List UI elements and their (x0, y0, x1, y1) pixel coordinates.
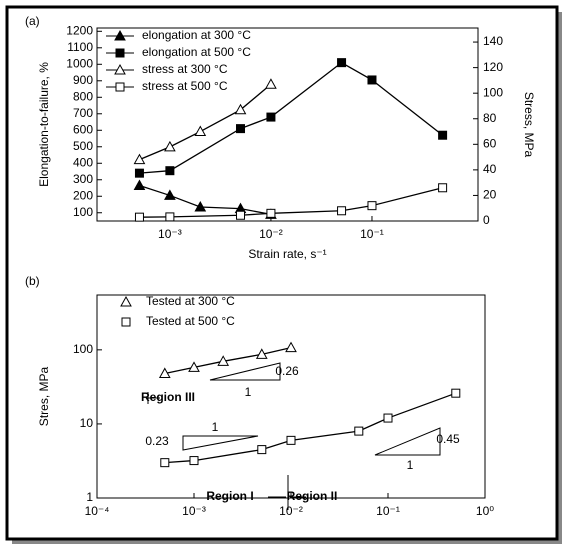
x-tick-label: 10⁻² (279, 504, 303, 518)
x-axis-label: Strain rate, s⁻¹ (248, 247, 326, 261)
annotation: 1 (407, 458, 414, 472)
data-point (236, 124, 246, 134)
data-point (337, 58, 347, 68)
y-tick-label: 10 (80, 416, 94, 430)
y-tick-label: 600 (73, 122, 93, 136)
data-point (367, 201, 377, 211)
legend-label: elongation at 500 °C (142, 45, 251, 59)
x-tick-label: 10⁰ (476, 504, 494, 518)
x-tick-label: 10⁻² (259, 227, 283, 241)
x-tick-label: 10⁻³ (158, 227, 182, 241)
legend-marker (115, 48, 125, 58)
y-tick-label: 1000 (66, 56, 93, 70)
data-point (286, 435, 296, 445)
annotation: Region II (287, 489, 338, 503)
y-tick-label: 800 (73, 89, 93, 103)
y-tick-label: 500 (73, 139, 93, 153)
legend-marker (121, 317, 131, 327)
slope-triangle (209, 362, 281, 381)
y2-tick-label: 100 (483, 85, 503, 99)
data-point (285, 341, 297, 353)
legend-marker (114, 29, 126, 41)
data-point (164, 189, 176, 200)
x-tick-label: 10⁻⁴ (85, 504, 110, 518)
y2-tick-label: 60 (483, 136, 497, 150)
frame (5, 5, 559, 541)
y-tick-label: 400 (73, 155, 93, 169)
y-tick-label: 300 (73, 172, 93, 186)
y-tick-label: 1 (86, 490, 93, 504)
annotation: Region III (141, 390, 195, 404)
data-point (217, 355, 230, 366)
annotation: Region I (206, 489, 253, 503)
data-point (451, 388, 461, 398)
annotation: 0.45 (436, 432, 460, 446)
legend-label: stress at 300 °C (142, 62, 228, 76)
data-point (383, 413, 393, 423)
y-tick-label: 1100 (67, 40, 93, 54)
y-tick-label: 700 (73, 106, 93, 120)
data-point (337, 206, 347, 216)
data-point (367, 75, 377, 85)
data-point (354, 426, 364, 436)
data-point (160, 458, 170, 468)
panel-label: (b) (25, 274, 40, 288)
data-point (194, 200, 207, 212)
y2-tick-label: 120 (483, 60, 503, 74)
legend-marker (120, 295, 132, 307)
data-point (438, 130, 448, 140)
data-point (266, 112, 276, 122)
panel-label: (a) (25, 14, 40, 28)
y-tick-label: 200 (73, 188, 93, 202)
data-point (438, 183, 448, 193)
y-tick-label: 1200 (66, 23, 93, 37)
y-tick-label: 100 (73, 342, 93, 356)
data-point (189, 456, 199, 466)
y2-tick-label: 0 (483, 213, 490, 227)
y2-tick-label: 140 (483, 34, 503, 48)
data-point (164, 140, 176, 152)
data-point (165, 212, 175, 222)
annotation: 1 (245, 385, 252, 399)
data-point (134, 212, 144, 222)
data-point (265, 78, 277, 89)
x-tick-label: 10⁻¹ (376, 504, 400, 518)
data-point (158, 367, 171, 378)
data-point (234, 103, 247, 115)
legend-marker (115, 82, 125, 92)
y2-tick-label: 80 (483, 111, 497, 125)
plot-frame (96, 27, 479, 222)
legend-label: elongation at 300 °C (142, 28, 251, 42)
y-tick-label: 100 (73, 205, 93, 219)
data-point (257, 445, 267, 455)
data-point (133, 153, 146, 165)
legend-label: Tested at 500 °C (146, 314, 235, 328)
y2-axis-label: Stress, MPa (522, 92, 536, 158)
data-point (165, 166, 175, 176)
legend-marker (114, 63, 126, 75)
y2-tick-label: 40 (483, 162, 497, 176)
legend-label: stress at 500 °C (142, 79, 228, 93)
legend-label: Tested at 300 °C (146, 294, 235, 308)
data-point (266, 208, 276, 218)
slope-triangle (374, 427, 441, 456)
y-tick-label: 900 (73, 73, 93, 87)
y-axis-label: Elongation-to-failure, % (37, 62, 51, 187)
data-point (188, 361, 200, 372)
x-tick-label: 10⁻³ (182, 504, 206, 518)
annotation: 1 (212, 420, 219, 434)
data-point (194, 125, 207, 137)
y2-tick-label: 20 (483, 188, 497, 202)
data-point (133, 179, 146, 191)
slope-triangle (182, 435, 259, 451)
annotation: 0.23 (145, 434, 169, 448)
data-point (134, 168, 144, 178)
data-point (236, 210, 246, 220)
y-axis-label: Stres, MPa (37, 367, 51, 427)
data-point (255, 348, 268, 359)
x-tick-label: 10⁻¹ (360, 227, 384, 241)
annotation: 0.26 (275, 364, 299, 378)
